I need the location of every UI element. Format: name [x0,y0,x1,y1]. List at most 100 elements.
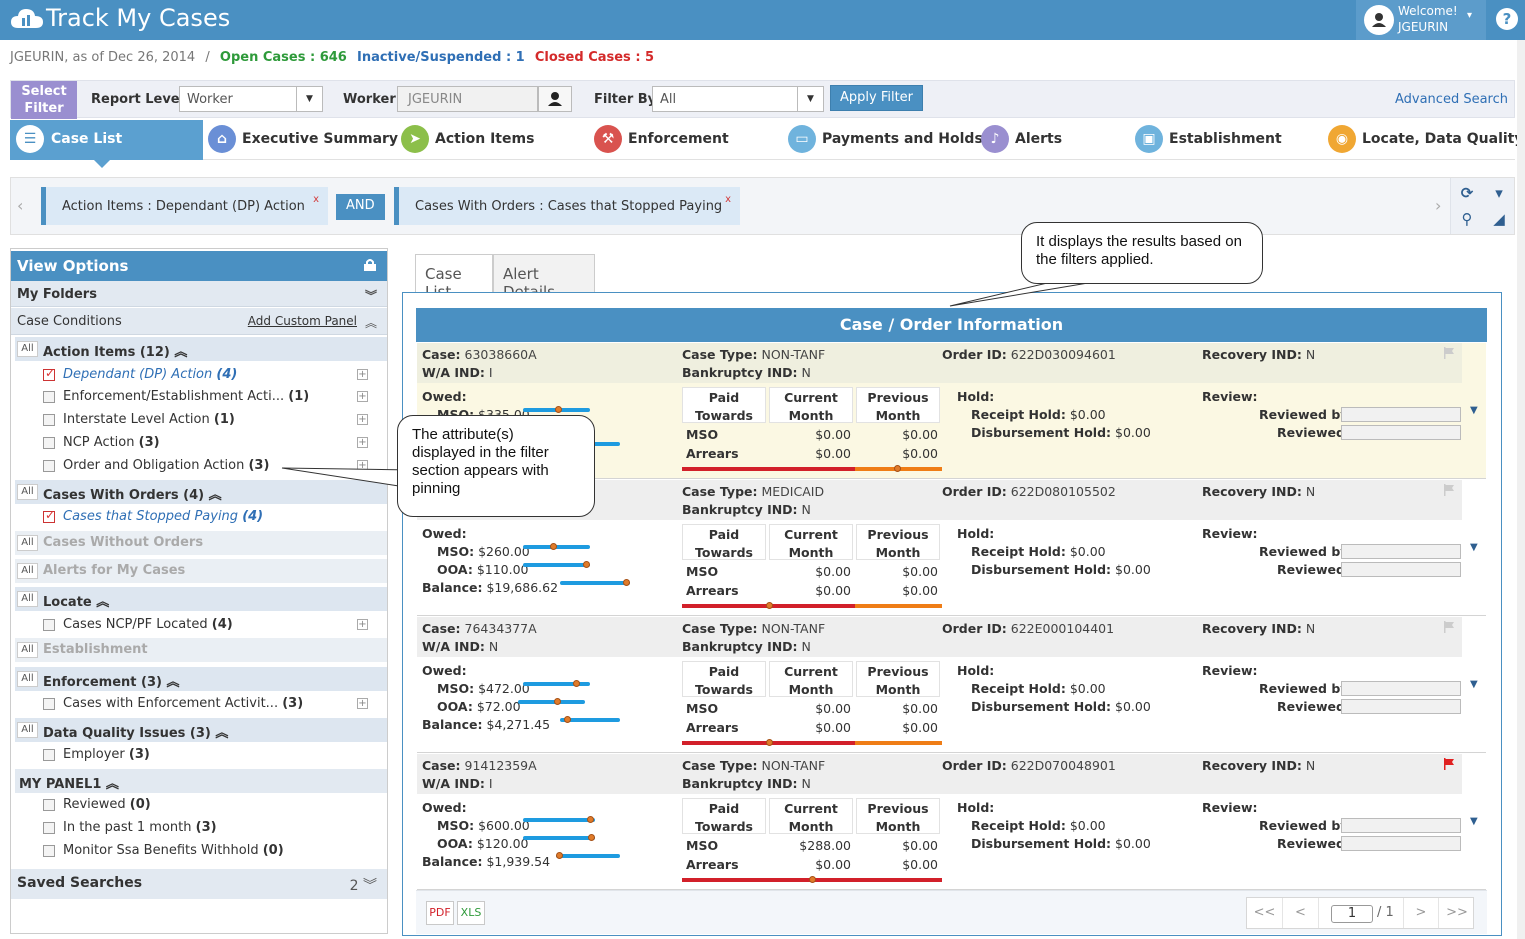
group-alerts-for-my-cases[interactable]: All Alerts for My Cases [15,559,387,583]
group-cases-with-orders[interactable]: All Cases With Orders (4) ︽ [15,480,387,504]
condition-ssa-benefits[interactable]: Monitor Ssa Benefits Withhold (0) [43,842,363,862]
and-operator[interactable]: AND [336,194,385,220]
refresh-icon[interactable]: ⟳ [1460,184,1474,202]
add-custom-panel-link[interactable]: Add Custom Panel [247,314,357,328]
group-my-panel1[interactable]: MY PANEL1 ︽ [15,769,387,793]
all-toggle[interactable]: All [17,341,38,357]
expand-icon[interactable]: + [357,391,368,402]
scroll-left-icon[interactable]: ‹ [17,196,24,215]
expand-case-icon[interactable]: ▼ [1470,405,1478,416]
remove-chip-icon[interactable]: x [313,194,319,205]
flag-icon[interactable] [1443,484,1455,496]
expand-icon[interactable]: + [357,414,368,425]
condition-interstate[interactable]: Interstate Level Action (1) + [43,411,368,431]
filter-chip-dp-action[interactable]: Action Items : Dependant (DP) Action x [41,187,328,225]
checkbox[interactable] [43,749,55,761]
all-toggle[interactable]: All [17,642,38,658]
closed-cases-link[interactable]: Closed Cases : 5 [534,50,655,65]
my-folders-section[interactable]: My Folders ︾ [11,281,387,307]
checkbox[interactable] [43,437,55,449]
last-page-button[interactable]: >> [1446,905,1468,920]
worker-input[interactable]: JGEURIN [397,86,538,112]
report-level-select[interactable]: Worker ▼ [179,86,323,112]
group-locate[interactable]: All Locate ︽ [15,587,387,611]
export-pdf-icon[interactable]: PDF [426,901,454,925]
all-toggle[interactable]: All [17,563,38,579]
condition-enf-est-action[interactable]: Enforcement/Establishment Acti... (1) + [43,388,368,408]
condition-employer[interactable]: Employer (3) [43,746,363,766]
reviewed-input[interactable] [1341,562,1461,577]
scroll-right-icon[interactable]: › [1435,196,1442,215]
checkbox[interactable] [43,619,55,631]
inactive-cases-link[interactable]: Inactive/Suspended : 1 [356,50,525,65]
reviewed-by-input[interactable] [1341,681,1461,696]
export-excel-icon[interactable]: XLS [457,901,485,925]
remove-chip-icon[interactable]: x [725,194,731,205]
page-scrollbar[interactable] [1517,40,1525,939]
checkbox[interactable] [43,508,55,523]
eraser-icon[interactable]: ◢ [1493,210,1505,228]
condition-stopped-paying[interactable]: Cases that Stopped Paying (4) [43,508,363,528]
checkbox[interactable] [43,366,55,381]
condition-reviewed[interactable]: Reviewed (0) [43,796,363,816]
group-action-items[interactable]: All Action Items (12) ︽ [15,337,387,361]
open-cases-link[interactable]: Open Cases : 646 [219,50,347,65]
apply-filter-button[interactable]: Apply Filter [830,85,924,111]
reviewed-by-input[interactable] [1341,407,1461,422]
all-toggle[interactable]: All [17,671,38,687]
checkbox[interactable] [43,460,55,472]
search-icon[interactable]: ⚲ [1461,210,1473,228]
reviewed-input[interactable] [1341,836,1461,851]
lock-icon[interactable] [363,258,377,271]
checkbox[interactable] [43,414,55,426]
page-input[interactable]: 1 [1331,905,1373,923]
select-filter-button[interactable]: Select Filter [11,81,77,119]
checkbox[interactable] [43,391,55,403]
first-page-button[interactable]: << [1247,898,1283,928]
saved-searches-section[interactable]: Saved Searches 2 ︾ [11,869,387,899]
help-icon[interactable]: ? [1496,8,1518,30]
condition-order-obligation[interactable]: Order and Obligation Action (3) + [43,457,368,477]
expand-case-icon[interactable]: ▼ [1470,679,1478,690]
condition-ncp-action[interactable]: NCP Action (3) + [43,434,368,454]
reviewed-input[interactable] [1341,425,1461,440]
group-enforcement[interactable]: All Enforcement (3) ︽ [15,667,387,691]
filter-chip-stopped-paying[interactable]: Cases With Orders : Cases that Stopped P… [394,187,740,225]
condition-ncp-located[interactable]: Cases NCP/PF Located (4) + [43,616,368,636]
reviewed-by-input[interactable] [1341,818,1461,833]
tab-case-list-content[interactable]: Case List [415,254,493,301]
all-toggle[interactable]: All [17,484,38,500]
flag-icon[interactable] [1443,758,1455,770]
worker-lookup-button[interactable] [538,86,572,112]
checkbox[interactable] [43,698,55,710]
expand-icon[interactable]: + [357,619,368,630]
flag-icon[interactable] [1443,621,1455,633]
flag-icon[interactable] [1443,347,1455,359]
condition-dp-action[interactable]: Dependant (DP) Action (4) + [43,366,368,386]
checkbox[interactable] [43,822,55,834]
condition-enforcement-activity[interactable]: Cases with Enforcement Activit... (3) + [43,695,368,715]
chevron-up-icon[interactable]: ︽ [364,316,377,330]
tab-case-list[interactable]: ☰ Case List [10,120,203,168]
expand-icon[interactable]: + [357,437,368,448]
user-menu[interactable]: Welcome! JGEURIN ▾ [1356,0,1486,40]
reviewed-input[interactable] [1341,699,1461,714]
condition-past-month[interactable]: In the past 1 month (3) [43,819,363,839]
checkbox[interactable] [43,845,55,857]
checkbox[interactable] [43,799,55,811]
filter-by-select[interactable]: All ▼ [652,86,824,112]
next-page-button[interactable]: > [1403,898,1439,928]
reviewed-by-input[interactable] [1341,544,1461,559]
expand-icon[interactable]: + [357,698,368,709]
all-toggle[interactable]: All [17,591,38,607]
all-toggle[interactable]: All [17,535,38,551]
chevron-down-icon[interactable]: ▾ [1467,10,1473,21]
group-cases-without-orders[interactable]: All Cases Without Orders [15,531,387,555]
expand-case-icon[interactable]: ▼ [1470,816,1478,827]
group-establishment[interactable]: All Establishment [15,638,387,662]
group-data-quality[interactable]: All Data Quality Issues (3) ︽ [15,718,387,742]
save-icon[interactable]: ▾ [1495,184,1503,202]
all-toggle[interactable]: All [17,722,38,738]
prev-page-button[interactable]: < [1283,898,1319,928]
expand-icon[interactable]: + [357,369,368,380]
